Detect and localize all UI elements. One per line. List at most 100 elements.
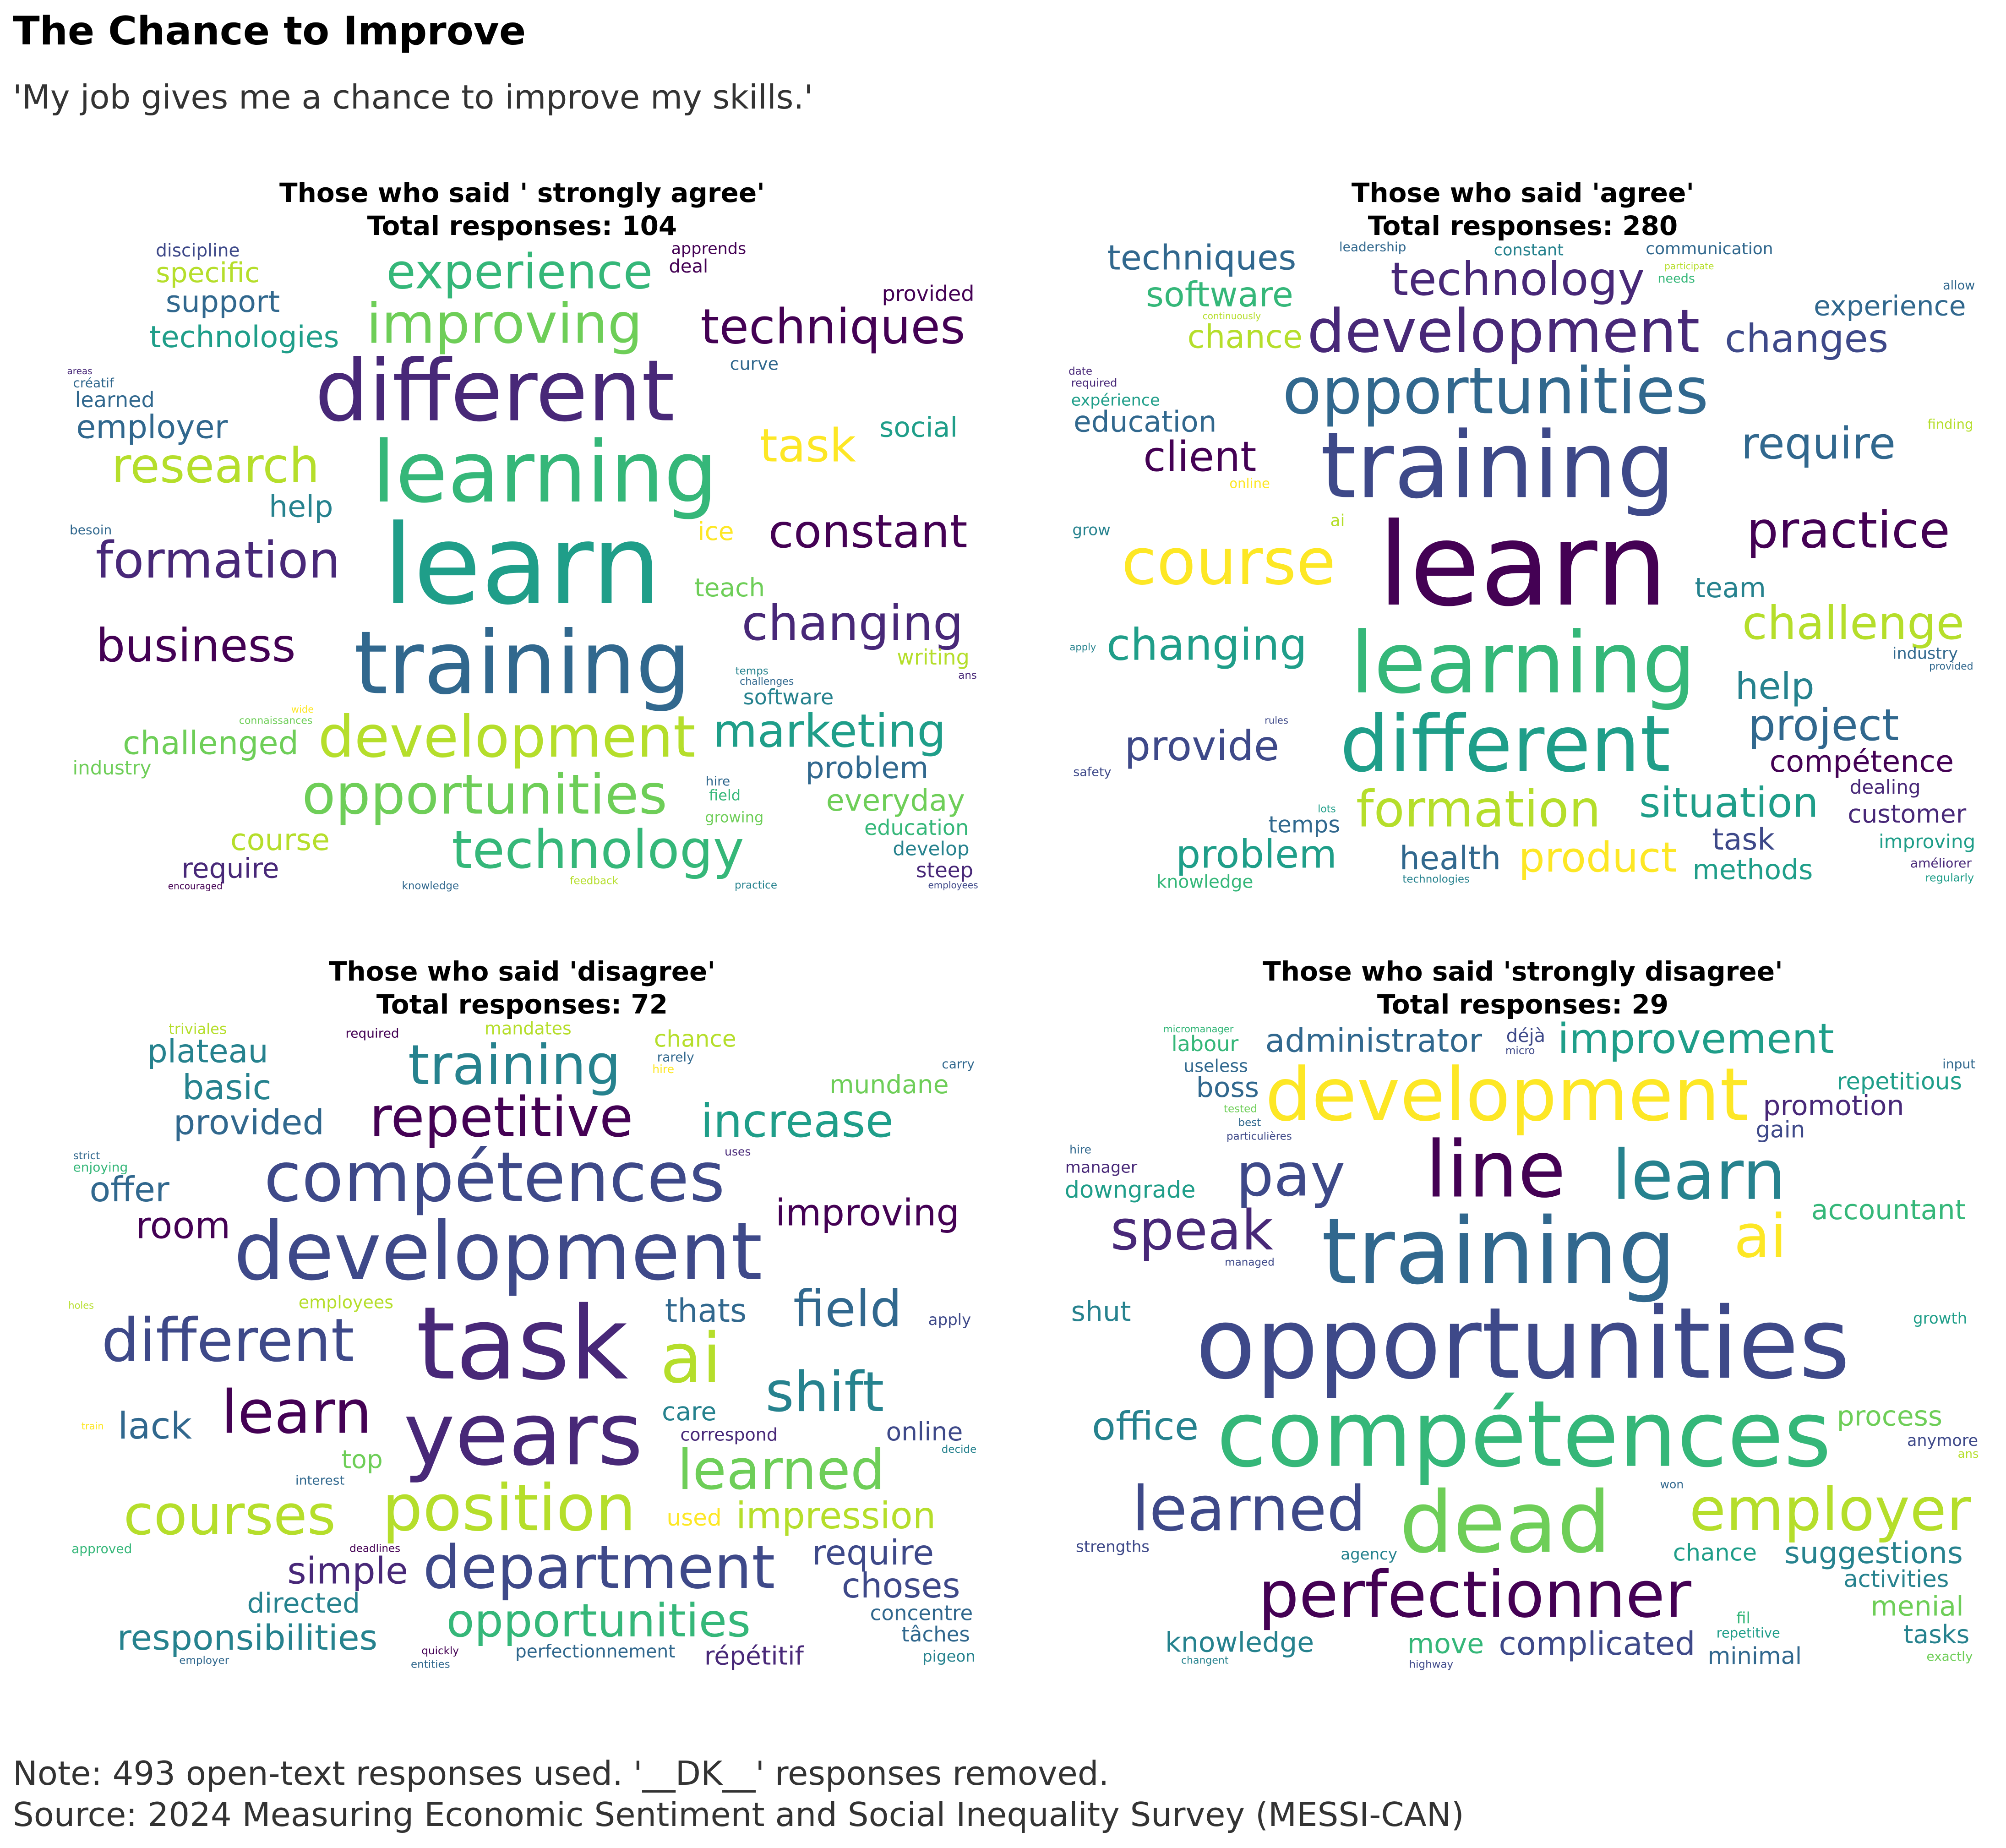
- cloud-word: deal: [669, 256, 709, 277]
- cloud-word: perfectionner: [1258, 1558, 1691, 1632]
- panel-title: Those who said 'agree': [1351, 177, 1695, 208]
- cloud-word: offer: [89, 1169, 169, 1210]
- cloud-word: choses: [842, 1565, 960, 1606]
- cloud-word: challenge: [1742, 596, 1964, 650]
- cloud-word: shift: [765, 1361, 884, 1424]
- cloud-word: date: [1068, 365, 1092, 377]
- cloud-word: customer: [1848, 799, 1966, 829]
- cloud-word: research: [111, 438, 319, 494]
- cloud-word: develop: [893, 837, 969, 860]
- cloud-word: participate: [1664, 261, 1714, 272]
- cloud-word: opportunities: [1282, 354, 1709, 429]
- cloud-word: ai: [660, 1319, 721, 1399]
- word-cloud: learn training learning different opportunit…: [1065, 238, 1981, 893]
- cloud-word: wide: [291, 704, 314, 715]
- cloud-word: changing: [1107, 620, 1307, 670]
- page-title: The Chance to Improve: [13, 8, 526, 54]
- cloud-word: curve: [730, 354, 779, 374]
- cloud-word: repetitive: [369, 1086, 633, 1150]
- cloud-word: besoin: [70, 522, 112, 537]
- panel-total: Total responses: 104: [367, 210, 677, 241]
- cloud-word: software: [1146, 274, 1293, 315]
- panel-total: Total responses: 280: [1368, 210, 1678, 241]
- cloud-word: allow: [1943, 278, 1975, 293]
- wordcloud-panel-strongly-agree: Those who said ' strongly agree' Total r…: [64, 176, 980, 909]
- cloud-word: expérience: [1071, 391, 1160, 409]
- cloud-word: best: [1238, 1117, 1261, 1129]
- wordcloud-panel-strongly-disagree: Those who said 'strongly disagree' Total…: [1065, 955, 1981, 1688]
- cloud-word: health: [1400, 840, 1501, 877]
- panel-heading: Those who said ' strongly agree' Total r…: [64, 176, 980, 242]
- cloud-word: pay: [1236, 1140, 1346, 1210]
- cloud-word: employer: [76, 408, 228, 446]
- cloud-word: exactly: [1926, 1649, 1973, 1664]
- cloud-word: tâches: [901, 1622, 970, 1646]
- cloud-word: opportunities: [1195, 1286, 1850, 1401]
- cloud-word: speak: [1111, 1199, 1274, 1263]
- cloud-word: task: [416, 1285, 628, 1402]
- cloud-word: améliorer: [1910, 856, 1972, 871]
- cloud-word: plateau: [147, 1032, 268, 1070]
- cloud-word: specific: [156, 257, 260, 289]
- cloud-word: won: [1660, 1477, 1684, 1491]
- cloud-word: course: [1122, 525, 1336, 600]
- cloud-word: different: [1340, 699, 1671, 790]
- cloud-word: feedback: [570, 875, 618, 887]
- cloud-word: gain: [1755, 1116, 1805, 1143]
- cloud-word: accountant: [1811, 1194, 1966, 1226]
- cloud-word: provided: [1929, 661, 1973, 672]
- cloud-word: improving: [1879, 830, 1975, 853]
- cloud-word: learn: [1612, 1136, 1786, 1216]
- cloud-word: deadlines: [349, 1543, 400, 1555]
- cloud-word: formation: [96, 531, 341, 589]
- cloud-word: apply: [928, 1311, 971, 1329]
- cloud-word: grow: [1072, 521, 1110, 539]
- cloud-word: provided: [882, 281, 975, 306]
- cloud-word: boss: [1196, 1072, 1259, 1104]
- cloud-word: formation: [1356, 780, 1601, 838]
- cloud-word: communication: [1646, 240, 1773, 258]
- cloud-word: business: [96, 619, 296, 672]
- cloud-word: basic: [182, 1067, 272, 1107]
- cloud-word: lack: [118, 1405, 192, 1447]
- panel-title: Those who said ' strongly agree': [279, 177, 765, 208]
- cloud-word: employees: [928, 879, 978, 890]
- cloud-word: quickly: [421, 1645, 459, 1657]
- cloud-word: enjoying: [73, 1160, 128, 1175]
- cloud-word: training: [354, 612, 691, 714]
- cloud-word: require: [181, 853, 279, 885]
- cloud-word: minimal: [1708, 1643, 1802, 1670]
- cloud-word: learned: [677, 1439, 885, 1502]
- cloud-word: techniques: [1107, 238, 1296, 278]
- cloud-word: knowledge: [1165, 1626, 1314, 1658]
- cloud-word: thats: [665, 1292, 747, 1330]
- cloud-word: uses: [725, 1145, 751, 1158]
- cloud-word: simple: [287, 1550, 408, 1592]
- cloud-word: areas: [67, 365, 93, 376]
- footnote-source: Source: 2024 Measuring Economic Sentimen…: [13, 1795, 1464, 1834]
- panel-heading: Those who said 'strongly disagree' Total…: [1065, 955, 1981, 1021]
- cloud-word: discipline: [156, 240, 240, 261]
- cloud-word: decide: [942, 1444, 977, 1456]
- cloud-word: constant: [1494, 241, 1564, 259]
- cloud-word: knowledge: [402, 880, 459, 892]
- cloud-word: entities: [411, 1659, 450, 1671]
- cloud-word: interest: [295, 1473, 344, 1488]
- cloud-word: triviales: [169, 1020, 227, 1038]
- cloud-word: required: [1071, 376, 1117, 389]
- cloud-word: highway: [1409, 1659, 1454, 1671]
- cloud-word: provided: [174, 1102, 324, 1142]
- cloud-word: learned: [1132, 1473, 1366, 1545]
- cloud-word: improving: [775, 1191, 959, 1234]
- cloud-word: carry: [942, 1056, 975, 1071]
- cloud-word: line: [1425, 1125, 1566, 1216]
- cloud-word: position: [382, 1471, 636, 1546]
- cloud-word: ans: [958, 670, 977, 681]
- cloud-word: compétences: [264, 1138, 725, 1217]
- cloud-word: changes: [1725, 316, 1888, 361]
- cloud-word: strengths: [1076, 1537, 1150, 1556]
- cloud-word: problem: [1176, 832, 1337, 878]
- cloud-word: office: [1092, 1404, 1199, 1449]
- cloud-word: employees: [299, 1292, 393, 1312]
- panel-total: Total responses: 72: [376, 989, 668, 1020]
